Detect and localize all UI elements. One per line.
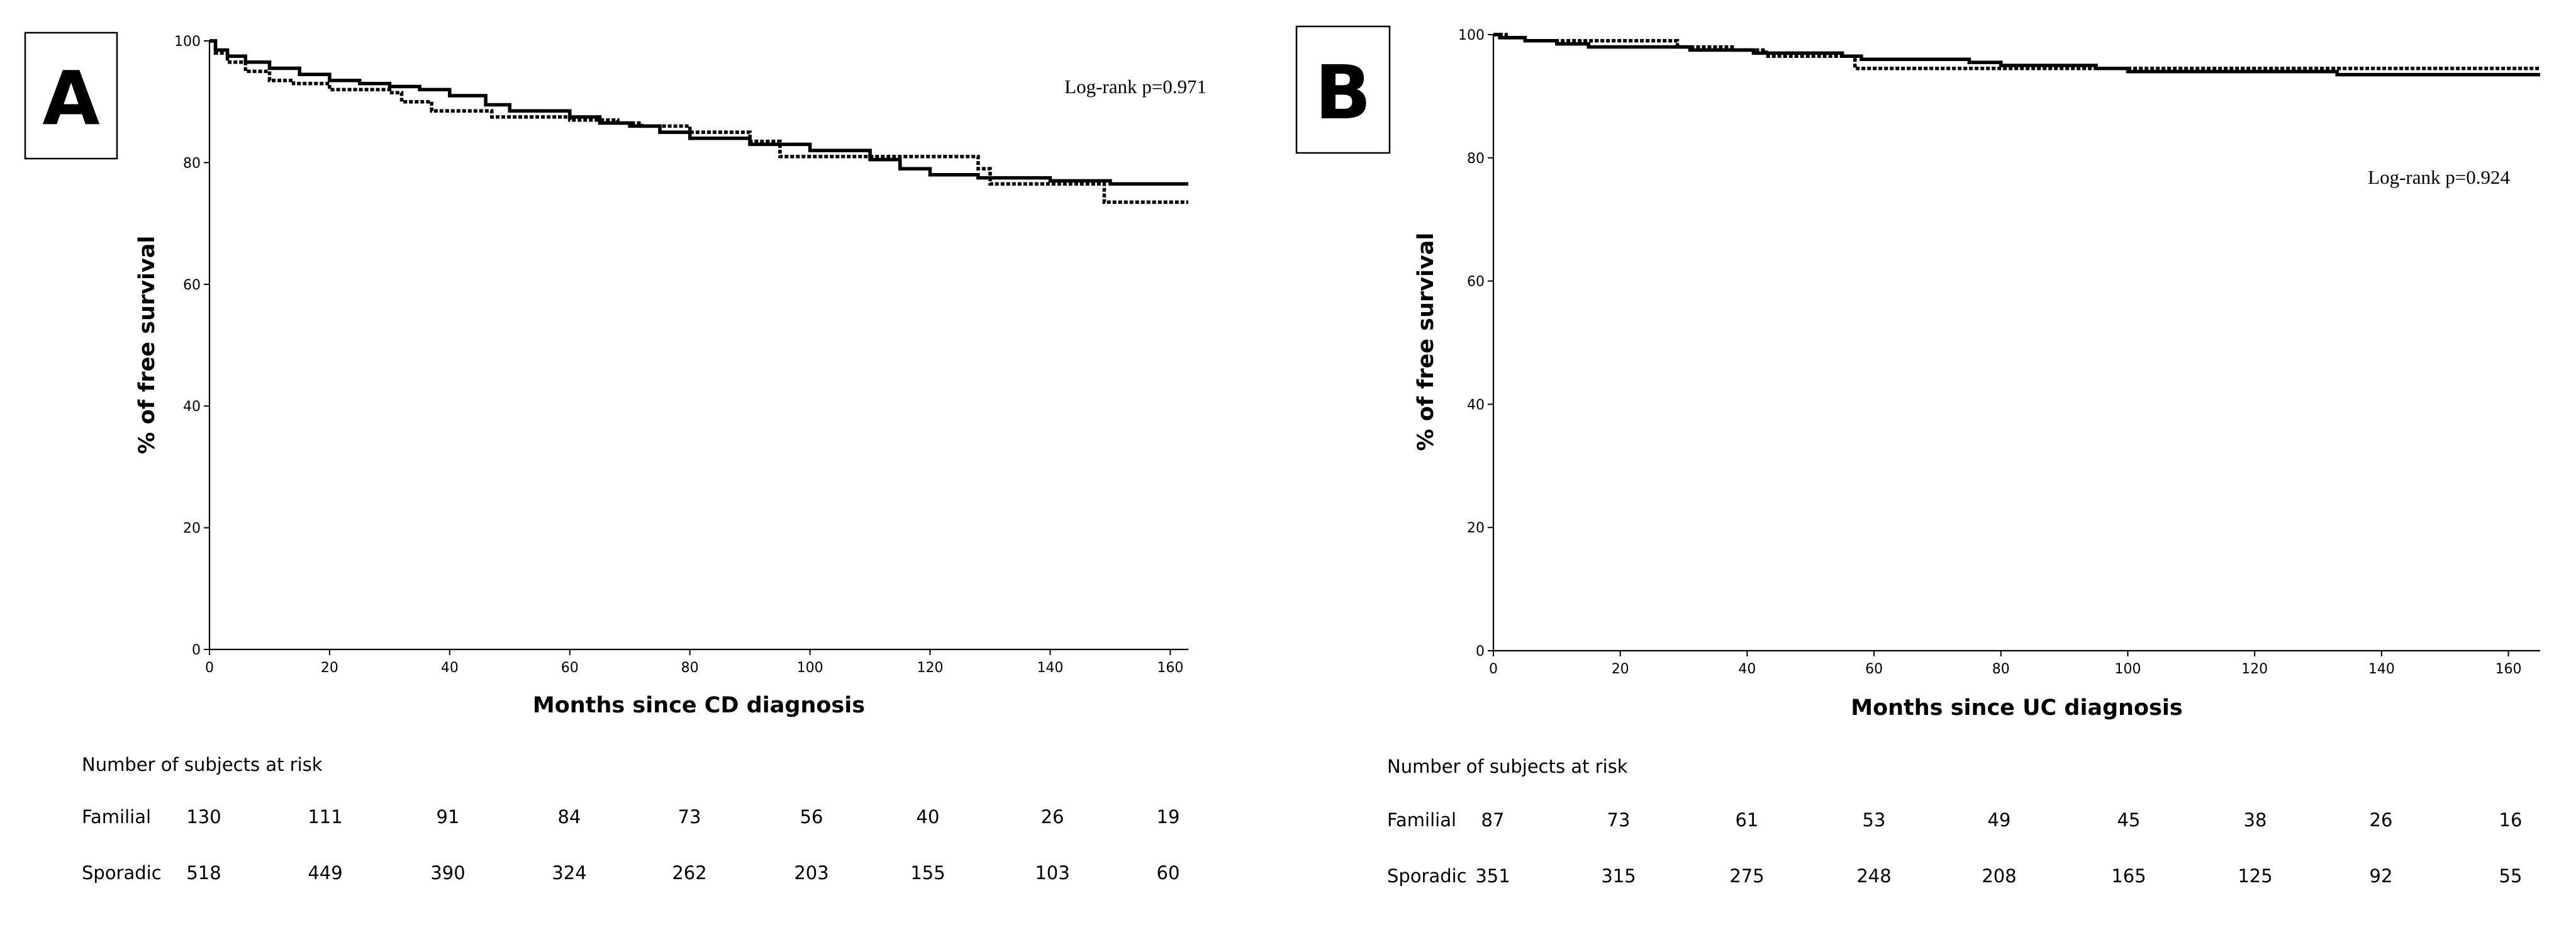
- panel-b-y-tick-label: 60: [1467, 274, 1485, 290]
- panel-a-risk-value: 324: [552, 862, 586, 884]
- panel-a-curve-sporadic: [209, 39, 1188, 186]
- panel-a-label: A: [42, 55, 99, 142]
- panel-b-x-tick-label: 100: [2114, 661, 2141, 677]
- panel-b-risk-value: 125: [2238, 865, 2272, 887]
- panel-b-x-tick-label: 60: [1865, 661, 1883, 677]
- panel-a-risk-value: 60: [1157, 862, 1180, 884]
- panel-a-risk-value: 262: [672, 862, 706, 884]
- panel-b-x-axis-title: Months since UC diagnosis: [1851, 695, 2183, 721]
- panel-b-y-tick-label: 80: [1467, 151, 1485, 167]
- panel-b-log-rank: Log-rank p=0.924: [2368, 166, 2510, 188]
- panel-b-curve-sporadic: [1493, 33, 2540, 77]
- panel-b-risk-value: 275: [1729, 865, 1764, 887]
- panel-a-risk-value: 40: [917, 806, 940, 828]
- panel-b-y-tick-label: 100: [1458, 28, 1485, 43]
- panel-b-risk-value: 45: [2117, 809, 2141, 831]
- panel-a-y-tick-label: 20: [183, 521, 201, 537]
- panel-a-axes: 0 20 40 60 80 100 0 20 40 60 80 100 120 140 160: [174, 34, 1188, 676]
- panel-b-risk-table: Number of subjects at risk Familial Spor…: [1387, 756, 2522, 887]
- panel-b-risk-value: 248: [1856, 865, 1891, 887]
- panel-a-risk-table: Number of subjects at risk Familial Spor…: [82, 754, 1179, 884]
- panel-a-risk-value: 155: [910, 862, 945, 884]
- panel-a-risk-row-label: Familial: [82, 806, 151, 828]
- panel-a-x-tick-label: 140: [1037, 660, 1063, 676]
- panel-a-risk-value: 19: [1157, 806, 1180, 828]
- panel-b-y-tick-label: 0: [1476, 644, 1485, 660]
- panel-b-curves: [1493, 33, 2540, 77]
- panel-b-risk-title: Number of subjects at risk: [1387, 756, 1628, 777]
- panel-b-axes: 0 20 40 60 80 100 0 20 40 60 80 100 120 140 160: [1458, 28, 2540, 677]
- panel-b-label: B: [1315, 49, 1371, 136]
- panel-a-risk-value: 449: [308, 862, 342, 884]
- panel-a-risk-row-label: Sporadic: [82, 862, 162, 884]
- panel-a-y-axis-title: % of free survival: [135, 235, 160, 454]
- panel-a-risk-value: 56: [800, 806, 823, 828]
- panel-a-y-tick-label: 100: [174, 34, 201, 50]
- panel-b-x-tick-label: 20: [1612, 661, 1629, 677]
- panel-b-risk-value: 26: [2370, 809, 2393, 831]
- panel-a-risk-value: 203: [794, 862, 828, 884]
- panel-b-risk-value: 49: [1988, 809, 2011, 831]
- panel-a-curve-familial: [209, 39, 1188, 205]
- panel-b-x-tick-label: 140: [2368, 661, 2395, 677]
- panel-b-x-tick-label: 40: [1738, 661, 1756, 677]
- panel-a-y-tick-label: 80: [183, 155, 201, 171]
- panel-a-risk-value: 91: [437, 806, 460, 828]
- panel-b-risk-value: 73: [1607, 809, 1631, 831]
- panel-a-log-rank: Log-rank p=0.971: [1064, 76, 1207, 98]
- panel-b-label-box: [1295, 25, 1391, 154]
- panel-b-risk-value: 208: [1982, 865, 2016, 887]
- panel-b-risk-value: 92: [2370, 865, 2393, 887]
- panel-b-risk-value: 53: [1863, 809, 1886, 831]
- panel-a-x-tick-label: 0: [205, 660, 214, 676]
- panel-a-x-tick-label: 100: [797, 660, 823, 676]
- panel-b-x-tick-label: 0: [1489, 661, 1498, 677]
- panel-b-y-axis-title: % of free survival: [1413, 232, 1439, 451]
- panel-b-risk-row-label: Sporadic: [1387, 865, 1467, 887]
- panel-b-risk-value: 16: [2499, 809, 2523, 831]
- panel-a-x-tick-label: 60: [561, 660, 579, 676]
- panel-a-x-tick-label: 120: [917, 660, 944, 676]
- panel-b-x-tick-label: 120: [2241, 661, 2268, 677]
- panel-b-x-tick-label: 80: [1992, 661, 2010, 677]
- panel-b-curve-familial: [1493, 33, 2540, 70]
- panel-b-risk-value: 38: [2244, 809, 2267, 831]
- panel-a-risk-value: 103: [1035, 862, 1069, 884]
- panel-a-y-tick-label: 40: [183, 399, 201, 415]
- panel-b-axis-lines: [1492, 35, 2540, 652]
- panel-b-x-tick-label: 160: [2495, 661, 2522, 677]
- panel-a-y-tick-label: 60: [183, 278, 201, 293]
- panel-a-x-tick-label: 20: [321, 660, 338, 676]
- panel-a-risk-value: 111: [308, 806, 342, 828]
- panel-a-risk-value: 390: [430, 862, 465, 884]
- panel-b-risk-value: 61: [1736, 809, 1759, 831]
- panel-a-risk-value: 84: [558, 806, 581, 828]
- panel-b-risk-value: 55: [2499, 865, 2523, 887]
- panel-a-risk-value: 26: [1041, 806, 1064, 828]
- panel-a-x-axis-title: Months since CD diagnosis: [533, 693, 865, 718]
- panel-a-risk-value: 518: [186, 862, 221, 884]
- panel-b: B % of free survival 0 20 40 60 80 100 0 20 40 60…: [1295, 25, 2540, 887]
- panel-a-risk-value: 73: [678, 806, 701, 828]
- panel-a-curves: [209, 39, 1188, 205]
- panel-b-y-tick-label: 40: [1467, 397, 1485, 413]
- panel-a: A % of free survival 0 20 40 60 80 100 0 20 40 60…: [24, 31, 1207, 884]
- panel-b-y-tick-label: 20: [1467, 520, 1485, 536]
- panel-b-risk-value: 87: [1481, 809, 1505, 831]
- panel-a-y-tick-label: 0: [192, 643, 201, 658]
- panel-b-risk-value: 165: [2111, 865, 2146, 887]
- panel-a-risk-value: 130: [186, 806, 221, 828]
- panel-b-risk-row-label: Familial: [1387, 809, 1456, 831]
- panel-b-risk-value: 315: [1601, 865, 1636, 887]
- panel-a-x-tick-label: 160: [1157, 660, 1183, 676]
- panel-a-x-tick-label: 40: [441, 660, 459, 676]
- panel-a-label-box: [24, 31, 118, 160]
- panel-b-risk-value: 351: [1475, 865, 1510, 887]
- panel-a-risk-title: Number of subjects at risk: [82, 754, 323, 775]
- panel-a-x-tick-label: 80: [681, 660, 699, 676]
